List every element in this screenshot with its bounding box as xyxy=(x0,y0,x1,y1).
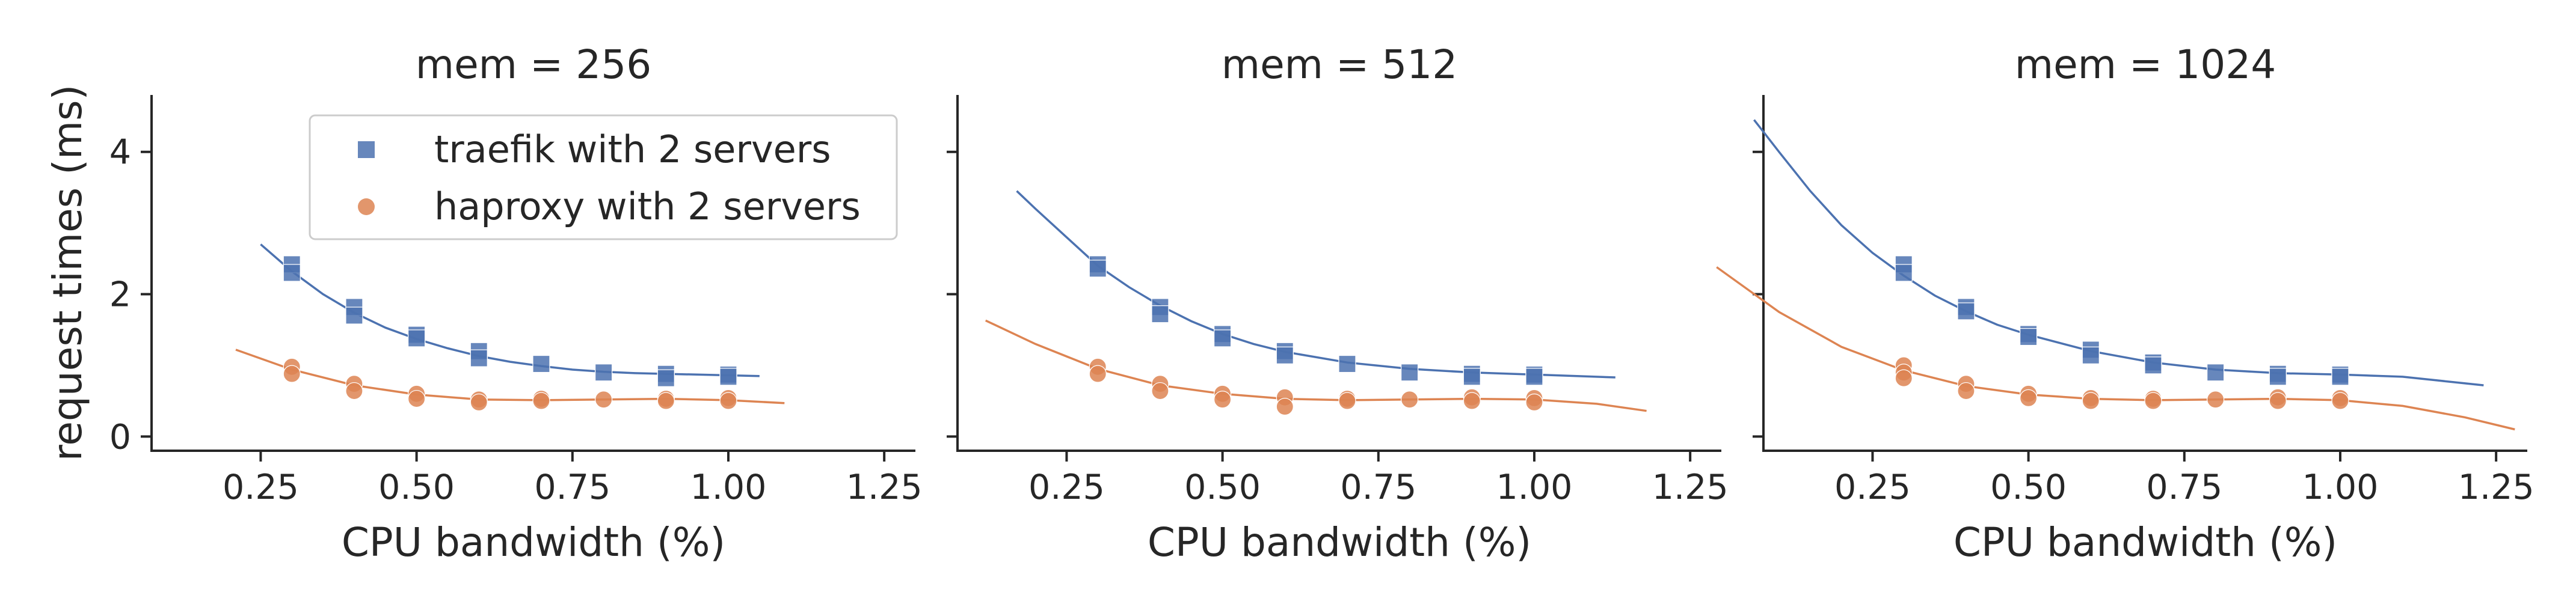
fit-line xyxy=(260,243,760,377)
data-point xyxy=(2144,356,2162,374)
data-point xyxy=(1463,368,1481,386)
data-point xyxy=(1401,391,1419,409)
x-tick-label: 0.25 xyxy=(1834,468,1911,507)
data-point xyxy=(657,369,675,387)
legend-marker xyxy=(358,141,375,158)
data-point xyxy=(1214,329,1232,347)
x-tick-label: 1.00 xyxy=(690,468,767,507)
x-tick-label: 0.25 xyxy=(1028,468,1105,507)
x-tick-label: 1.25 xyxy=(2458,468,2535,507)
data-point xyxy=(1338,355,1356,373)
legend-box xyxy=(309,114,898,240)
data-point xyxy=(1089,365,1107,383)
x-axis-label: CPU bandwidth (%) xyxy=(1954,519,2337,566)
data-point xyxy=(470,349,488,367)
data-point xyxy=(2082,392,2100,410)
y-tick-label: 0 xyxy=(109,417,131,457)
x-axis-label: CPU bandwidth (%) xyxy=(342,519,725,566)
data-point xyxy=(1401,364,1419,382)
x-tick-label: 0.50 xyxy=(378,468,455,507)
x-tick-label: 1.25 xyxy=(1652,468,1729,507)
data-point xyxy=(408,329,426,347)
data-point xyxy=(2207,364,2225,382)
data-point xyxy=(657,392,675,410)
fit-line xyxy=(1753,119,2484,386)
data-point xyxy=(345,382,363,400)
data-point xyxy=(1525,393,1543,412)
x-tick-label: 0.50 xyxy=(1184,468,1261,507)
x-axis-label: CPU bandwidth (%) xyxy=(1148,519,1531,566)
y-tick-label: 4 xyxy=(109,133,131,172)
x-tick-label: 1.00 xyxy=(1496,468,1573,507)
data-point xyxy=(595,391,613,409)
legend-marker xyxy=(358,198,375,215)
data-point xyxy=(1895,369,1913,387)
data-point xyxy=(532,355,550,373)
data-point xyxy=(719,368,737,386)
data-point xyxy=(345,306,363,325)
data-point xyxy=(283,365,301,383)
data-point xyxy=(283,264,301,282)
y-tick-label: 2 xyxy=(109,275,131,315)
data-point xyxy=(470,393,488,412)
x-tick-label: 0.75 xyxy=(2146,468,2222,507)
data-point xyxy=(1151,305,1169,323)
data-point xyxy=(2331,368,2349,386)
data-point xyxy=(595,364,613,382)
fit-line xyxy=(985,319,1647,412)
x-tick-label: 0.75 xyxy=(1340,468,1416,507)
data-point xyxy=(2020,328,2038,346)
x-tick-label: 0.50 xyxy=(1990,468,2067,507)
data-point xyxy=(1214,391,1232,409)
data-point xyxy=(1463,392,1481,410)
data-point xyxy=(2020,389,2038,407)
data-point xyxy=(1338,392,1356,410)
data-point xyxy=(719,392,737,410)
data-point xyxy=(2269,392,2287,410)
data-point xyxy=(2207,391,2225,409)
y-axis-label: request times (ms) xyxy=(45,85,91,462)
data-point xyxy=(1089,260,1107,278)
data-point xyxy=(408,389,426,408)
data-point xyxy=(1276,397,1294,416)
x-tick-label: 1.25 xyxy=(846,468,923,507)
data-point xyxy=(1151,382,1169,400)
legend-label: traefik with 2 servers xyxy=(434,127,831,171)
data-point xyxy=(1895,264,1913,282)
fit-line xyxy=(1016,190,1615,379)
panel-title: mem = 512 xyxy=(1222,41,1457,88)
data-point xyxy=(1525,368,1543,386)
panel-title: mem = 256 xyxy=(416,41,651,88)
fit-line xyxy=(235,349,785,404)
data-point xyxy=(1957,382,1975,400)
x-tick-label: 0.25 xyxy=(223,468,299,507)
data-point xyxy=(1957,302,1975,320)
legend-label: haproxy with 2 servers xyxy=(434,184,861,228)
data-point xyxy=(2082,346,2100,364)
x-tick-label: 1.00 xyxy=(2302,468,2379,507)
data-point xyxy=(2331,392,2349,410)
data-point xyxy=(2269,368,2287,386)
data-point xyxy=(532,392,550,410)
x-tick-label: 0.75 xyxy=(534,468,610,507)
fit-line xyxy=(1716,266,2515,431)
panel-title: mem = 1024 xyxy=(2015,41,2276,88)
data-point xyxy=(2144,392,2162,410)
data-point xyxy=(1276,346,1294,364)
